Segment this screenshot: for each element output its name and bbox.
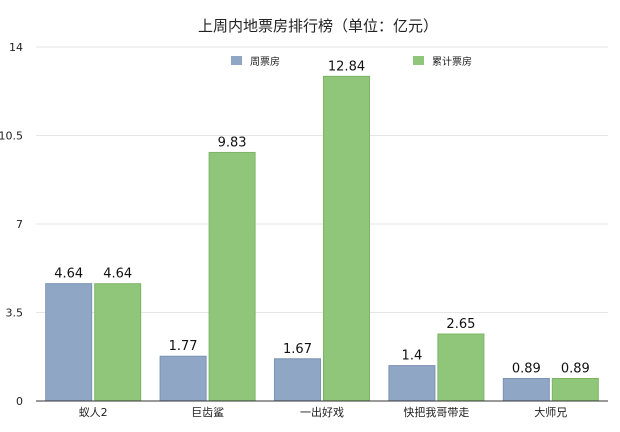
legend: 周票房 累计票房 [231,55,472,68]
data-label: 12.84 [328,59,365,74]
data-label: 1.4 [402,349,423,364]
data-label: 4.64 [54,267,83,282]
bar [274,358,321,402]
bar [323,75,370,402]
data-label: 0.89 [561,361,590,376]
data-label: 2.65 [446,317,475,332]
data-label: 1.77 [169,339,198,354]
data-label: 1.67 [283,342,312,357]
data-labels: 4.64 4.64 1.77 9.83 1.67 12.84 1.4 2.65 0.89 0.89 [54,59,590,376]
y-tick-label: 3.5 [6,307,24,320]
y-tick-label: 7 [16,218,23,231]
bar [388,365,436,402]
bar [159,355,207,402]
y-tick-label: 10.5 [0,130,23,143]
legend-swatch [231,56,242,65]
bar [551,377,599,402]
y-tick-label: 14 [9,41,23,54]
bars [45,75,599,402]
grid-lines [36,46,608,313]
y-axis-ticks: 0 3.5 7 10.5 14 [0,41,23,408]
data-label: 4.64 [103,267,132,282]
bar [208,151,256,402]
data-label: 0.89 [512,361,541,376]
x-category-label: 大师兄 [534,405,567,419]
y-tick-label: 0 [16,395,23,408]
bar [45,283,93,402]
bar [94,283,142,402]
chart-title: 上周内地票房排行榜（单位：亿元） [198,17,438,35]
legend-swatch [413,56,424,65]
bar [437,333,485,402]
x-axis-categories: 蚁人2 巨齿鲨 一出好戏 快把我哥带走 大师兄 [79,405,568,419]
x-category-label: 蚁人2 [79,406,108,419]
legend-label: 周票房 [250,55,280,68]
x-category-label: 快把我哥带走 [403,405,469,419]
legend-label: 累计票房 [432,55,472,68]
x-category-label: 一出好戏 [300,405,344,419]
x-category-label: 巨齿鲨 [191,406,224,419]
data-label: 9.83 [218,135,247,150]
bar [502,377,550,402]
